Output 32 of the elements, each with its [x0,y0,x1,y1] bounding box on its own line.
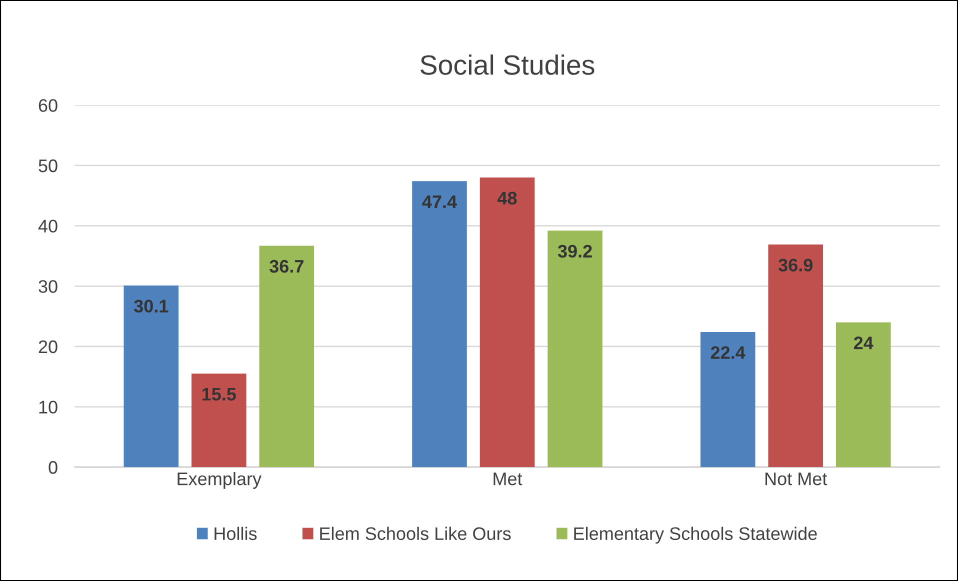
x-tick-label: Exemplary [178,472,262,489]
data-label: 36.9 [778,258,813,272]
y-tick-label: 0 [48,461,58,474]
y-tick-label: 50 [38,159,58,172]
bar [836,322,891,468]
data-label: 39.2 [558,244,592,258]
bar [412,181,467,468]
bar [259,246,314,468]
x-tick-label: Met [494,472,522,486]
bar [192,374,246,468]
bar [548,230,602,468]
legend-label: Elementary Schools Statewide [574,526,817,544]
legend-label: Elem Schools Like Ours [320,526,511,540]
data-label: 48 [497,192,517,205]
y-tick-label: 10 [39,400,58,414]
data-label: 24 [854,336,874,350]
y-tick-label: 30 [38,280,58,293]
data-label: 22.4 [710,346,746,359]
y-tick-label: 20 [38,340,58,354]
bar [700,332,756,468]
data-label: 15.5 [202,388,236,401]
x-tick-label: Not Met [765,472,828,486]
y-tick-label: 60 [38,99,58,112]
y-tick-label: 40 [38,220,58,233]
data-label: 47.4 [422,196,457,208]
bar [480,178,535,468]
legend-label: Hollis [214,526,257,540]
bar [768,244,824,468]
chart-title: Social Studies [420,54,594,75]
data-label: 30.1 [134,300,168,313]
data-label: 36.7 [270,260,304,273]
bar [124,286,179,468]
